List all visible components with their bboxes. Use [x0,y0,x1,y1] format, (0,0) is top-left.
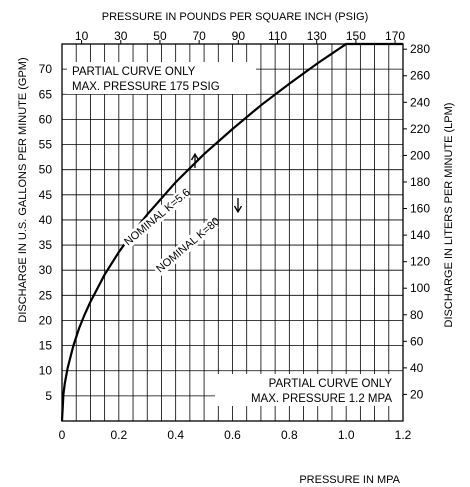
x-tick-label-mpa: 0.2 [110,428,127,442]
y-tick-label-lpm: 260 [410,69,430,83]
y-tick-label-lpm: 160 [410,202,430,216]
y-tick-label-gpm: 60 [39,112,53,126]
y-tick-label-gpm: 45 [39,188,53,202]
arrow-down-icon [233,198,243,214]
x-tick-label-psig: 70 [192,29,206,43]
x-tick-label-psig: 110 [268,29,287,43]
tick-labels: 0 0.2 0.4 0.6 0.8 1.0 1.2 10 30 50 70 90 110 130 150 17… [39,29,431,442]
y-tick-label-lpm: 60 [410,334,424,348]
x-tick-label-psig: 10 [75,29,89,43]
note-bottom-line2: MAX. PRESSURE 1.2 MPA [251,393,392,405]
note-top-line2: MAX. PRESSURE 175 PSIG [72,81,220,93]
arrow-up-icon [190,152,200,168]
y-tick-label-gpm: 40 [39,213,53,227]
y-tick-label-gpm: 5 [45,389,52,403]
y-tick-label-lpm: 140 [410,228,430,242]
grid [61,43,404,422]
y-tick-label-gpm: 30 [39,263,53,277]
y-tick-label-lpm: 240 [410,95,430,109]
bottom-axis-title: PRESSURE IN MPA [299,474,400,486]
y-tick-label-lpm: 80 [410,308,424,322]
x-tick-label-psig: 150 [346,29,366,43]
curve-label-lpm: NOMINAL K=80 [152,215,222,277]
y-tick-label-lpm: 120 [410,255,430,269]
x-tick-label-mpa: 0 [59,428,66,442]
curve-label-gpm-background [120,186,192,250]
left-axis-title: DISCHARGE IN U.S. GALLONS PER MINUTE (GP… [17,57,29,322]
x-tick-label-psig: 90 [232,29,246,43]
y-tick-label-lpm: 200 [410,148,430,162]
y-tick-label-gpm: 35 [39,238,53,252]
y-tick-label-lpm: 100 [410,281,430,295]
note-top-line1: PARTIAL CURVE ONLY [72,66,196,78]
x-tick-label-psig: 170 [385,29,405,43]
y-tick-label-gpm: 20 [39,313,53,327]
y-tick-label-gpm: 55 [39,138,53,152]
y-tick-label-lpm: 280 [410,42,430,56]
x-tick-label-psig: 130 [307,29,327,43]
note-bottom-background [215,374,402,406]
note-top: PARTIAL CURVE ONLY MAX. PRESSURE 175 PSI… [67,62,256,94]
y-tick-label-lpm: 180 [410,175,430,189]
curve-label-gpm: NOMINAL K=5.6 [120,186,193,250]
x-tick-label-mpa: 0.6 [224,428,241,442]
y-tick-label-gpm: 15 [39,339,53,353]
plot-frame [61,43,404,422]
x-tick-label-mpa: 1.0 [338,428,355,442]
y-tick-label-lpm: 220 [410,122,430,136]
x-tick-label-mpa: 0.8 [281,428,298,442]
y-tick-label-gpm: 70 [39,62,53,76]
x-tick-label-psig: 50 [153,29,167,43]
x-tick-label-psig: 30 [114,29,128,43]
y-tick-label-gpm: 65 [39,87,53,101]
y-tick-label-gpm: 25 [39,288,53,302]
x-tick-label-mpa: 1.2 [395,428,412,442]
y-tick-label-lpm: 40 [410,361,424,375]
top-axis-title: PRESSURE IN POUNDS PER SQUARE INCH (PSIG… [102,11,369,23]
right-axis-title: DISCHARGE IN LITERS PER MINUTE (LPM) [443,103,455,328]
y-tick-label-lpm: 20 [410,387,424,401]
curve-label-lpm-background [152,217,219,277]
note-bottom-line1: PARTIAL CURVE ONLY [269,378,393,390]
y-tick-label-gpm: 10 [39,364,53,378]
note-bottom: PARTIAL CURVE ONLY MAX. PRESSURE 1.2 MPA [215,374,402,406]
x-tick-label-mpa: 0.4 [167,428,184,442]
y-tick-label-gpm: 50 [39,163,53,177]
note-top-background [67,62,256,94]
